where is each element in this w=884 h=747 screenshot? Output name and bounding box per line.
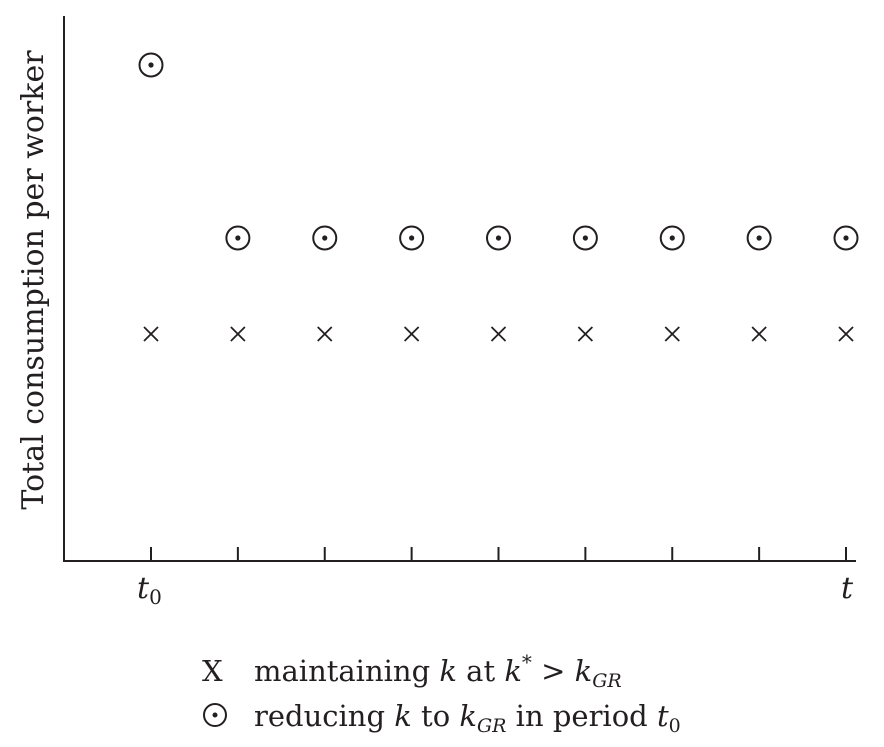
circled-dot-point-7 <box>746 225 772 251</box>
circled-dot-point-2 <box>312 225 338 251</box>
x-point-6 <box>664 326 680 342</box>
x-point-0 <box>143 326 159 342</box>
legend-item-reducing: reducing k to kGR in period t0 <box>202 700 681 742</box>
x-point-5 <box>577 326 594 342</box>
circled-dot-point-8 <box>833 225 859 251</box>
circled-dot-point-6 <box>659 225 685 251</box>
x-point-4 <box>490 326 507 342</box>
x-point-8 <box>838 326 854 342</box>
circled-dot-point-4 <box>486 225 511 251</box>
x-point-3 <box>403 326 420 342</box>
y-axis-label: Total consumption per worker <box>16 50 51 510</box>
x-tick-label-t: t <box>841 571 854 606</box>
circled-dot-icon <box>203 703 227 727</box>
legend-x-symbol: X <box>202 654 223 688</box>
circled-dot-point-0 <box>138 52 164 78</box>
x-tick-label-t0: t0 <box>137 571 162 610</box>
circled-dot-point-3 <box>399 225 425 251</box>
x-point-2 <box>317 326 333 342</box>
x-point-7 <box>751 326 767 342</box>
legend-circled-dot-symbol <box>202 700 254 732</box>
x-point-1 <box>230 326 246 342</box>
circled-dot-point-5 <box>572 225 598 251</box>
circled-dot-point-1 <box>225 225 251 251</box>
